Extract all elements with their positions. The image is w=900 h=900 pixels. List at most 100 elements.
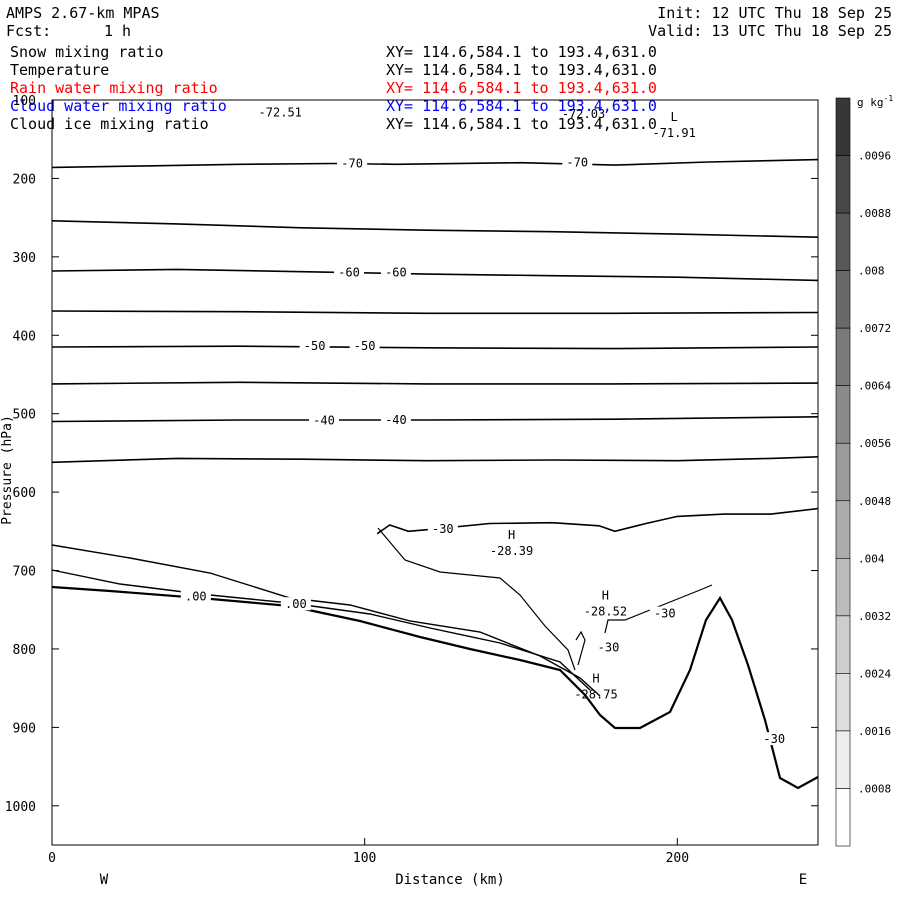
y-tick-label: 200 [13, 172, 36, 187]
colorbar-tick-label: .0056 [858, 437, 891, 450]
contour-label: -70 [341, 157, 363, 171]
contour-label: -30 [432, 522, 454, 536]
colorbar-segment [835, 615, 851, 674]
contour-label: -30 [654, 607, 676, 621]
moist-layer-line-1 [51, 569, 591, 691]
x-tick-label: 200 [666, 851, 689, 866]
y-tick-label: 1000 [5, 800, 36, 815]
y-tick-label: 900 [13, 721, 36, 736]
model-title: AMPS 2.67-km MPAS [6, 4, 160, 22]
colorbar-segment [835, 500, 851, 559]
colorbar-tick-label: .004 [858, 552, 885, 565]
x-axis: 0 100 200 [48, 838, 689, 866]
legend-xy-temperature: XY= 114.6,584.1 to 193.4,631.0 [386, 61, 657, 79]
colorbar-segment [835, 212, 851, 271]
contour-label: -70 [566, 156, 588, 170]
cloud-bubble-line-2 [604, 584, 713, 634]
extremum-value: -28.39 [490, 544, 533, 558]
contour-label: -30 [763, 732, 785, 746]
colorbar-segment [835, 442, 851, 502]
legend-xy-snow: XY= 114.6,584.1 to 193.4,631.0 [386, 43, 657, 61]
contour-label-bg [427, 521, 458, 535]
colorbar-segment [835, 788, 851, 847]
extremum-value: -71.91 [652, 126, 695, 140]
extremum-marker: H [508, 528, 515, 542]
isotherm-line [51, 220, 819, 238]
isotherm-line [51, 158, 819, 169]
legend-label-cloud-water: Cloud water mixing ratio [10, 97, 227, 115]
contour-label: -50 [354, 339, 376, 353]
forecast-value: 1 h [104, 22, 132, 40]
y-tick-label: 400 [13, 329, 36, 344]
extremum-marker: L [671, 110, 678, 124]
contour-label-bg [337, 156, 368, 170]
x-axis-title: Distance (km) [395, 872, 505, 888]
colorbar-tick-label: .0024 [858, 667, 891, 680]
isotherm-line [51, 310, 819, 315]
plot-frame [51, 99, 819, 846]
isotherm-line [51, 345, 819, 350]
contour-label: -60 [338, 266, 360, 280]
contour-label-bg [380, 412, 411, 426]
colorbar-segment [835, 97, 851, 156]
contour-label-bg [334, 265, 365, 279]
contour-labels: -70 -70 -60 -60 -50 -50 -40 -40 -30 -30 -30 -30 .00.… [180, 155, 790, 746]
legend-label-temperature: Temperature [10, 61, 110, 79]
extremum-marker: H [592, 672, 599, 686]
contour-label: -50 [304, 339, 326, 353]
extremum-value: -28.52 [584, 604, 627, 618]
terrain-lines [51, 527, 819, 790]
contour-label-bg [309, 413, 340, 427]
contour-label-bg [180, 589, 211, 603]
y-tick-label: 500 [13, 408, 36, 423]
x-tick-label: 100 [353, 851, 376, 866]
colorbar-segment [835, 673, 851, 732]
isotherm-line [51, 268, 819, 282]
contour-label-bg [349, 339, 380, 353]
init-time: Init: 12 UTC Thu 18 Sep 25 [657, 4, 892, 22]
temperature-contours [51, 158, 819, 535]
direction-east: E [799, 872, 807, 888]
extremum-value: -72.51 [259, 106, 302, 120]
colorbar-segment [835, 730, 851, 789]
contour-label-bg [649, 606, 680, 620]
legend-label-snow: Snow mixing ratio [10, 43, 164, 61]
legend-xy-rain: XY= 114.6,584.1 to 193.4,631.0 [386, 79, 657, 97]
colorbar-tick-label: .0096 [858, 150, 891, 163]
moist-layer-line-2 [51, 544, 601, 697]
colorbar-tick-label: .0064 [858, 380, 891, 393]
contour-label: .00 [285, 597, 307, 611]
valid-time: Valid: 13 UTC Thu 18 Sep 25 [648, 22, 892, 40]
contour-label: -60 [385, 266, 407, 280]
y-tick-label: 700 [13, 565, 36, 580]
contour-label-bg [380, 265, 411, 279]
contour-label-bg [280, 597, 311, 611]
colorbar-tick-label: .0016 [858, 725, 891, 738]
colorbar-segment [835, 270, 851, 329]
colorbar-tick-label: .0048 [858, 495, 891, 508]
terrain-surface-line [51, 585, 819, 790]
y-tick-label: 300 [13, 251, 36, 266]
y-tick-label: 600 [13, 486, 36, 501]
colorbar-unit: g kg-1 [857, 94, 893, 109]
extremum-marker: H [602, 588, 609, 602]
colorbar-segment [835, 327, 851, 386]
extrema-markers: H-28.39H-28.52H-28.75-72.51 -72.03 L-71.91 [259, 106, 696, 702]
legend-label-rain: Rain water mixing ratio [10, 79, 218, 97]
contour-label: -40 [385, 413, 407, 427]
contour-label: .00 [185, 589, 207, 603]
isotherm-line [51, 381, 819, 385]
colorbar-segment [835, 155, 851, 214]
isotherm-line [51, 456, 819, 464]
direction-west: W [100, 872, 109, 888]
contour-label-bg [759, 732, 790, 746]
x-tick-label: 0 [48, 851, 56, 866]
contour-label-bg [562, 155, 593, 169]
legend-xy-cloud-ice: XY= 114.6,584.1 to 193.4,631.0 [386, 115, 657, 133]
colorbar-tick-label: .0088 [858, 207, 891, 220]
cloud-bubble-line [377, 527, 586, 671]
legend-label-cloud-ice: Cloud ice mixing ratio [10, 115, 209, 133]
colorbar-tick-label: .0008 [858, 782, 891, 795]
